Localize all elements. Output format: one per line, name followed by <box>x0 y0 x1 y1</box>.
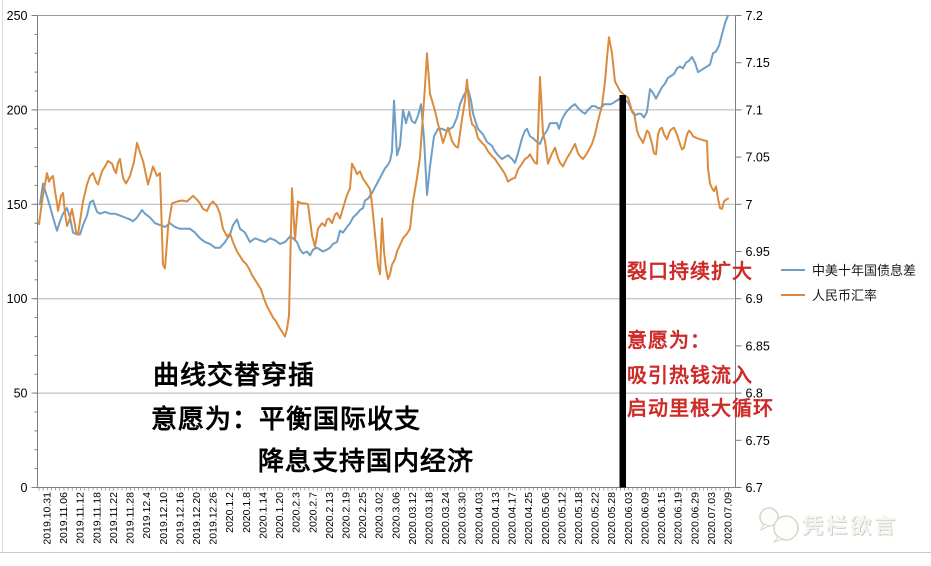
x-axis-label: 2020.05.12 <box>556 492 568 545</box>
left-axis-label: 100 <box>7 292 28 306</box>
legend-label-spread: 中美十年国债息差 <box>812 263 917 278</box>
annotation-red-1: 裂口持续扩大 <box>627 261 753 283</box>
left-axis-label: 50 <box>14 387 28 401</box>
x-axis-label: 2020.04.13 <box>490 492 502 545</box>
x-axis-label: 2020.06.09 <box>639 492 651 545</box>
x-axis-label: 2020.06.19 <box>673 492 685 545</box>
x-axis-label: 2020.2.7 <box>307 492 319 533</box>
x-axis-label: 2020.04.17 <box>507 492 519 545</box>
x-axis-label: 2020.07.09 <box>723 492 735 545</box>
x-axis-label: 2020.06.15 <box>656 492 668 545</box>
x-axis-label: 2019.12.26 <box>208 492 220 545</box>
x-axis-label: 2019.10.31 <box>42 492 54 545</box>
x-axis-label: 2020.07.03 <box>706 492 718 545</box>
x-axis-label: 2020.1.20 <box>274 492 286 539</box>
x-axis-label: 2019.11.22 <box>108 492 120 544</box>
legend-item-spread: 中美十年国债息差 <box>781 257 916 282</box>
x-axis-label: 2020.2.3 <box>291 492 303 533</box>
x-axis-label: 2019.12.4 <box>141 492 153 539</box>
x-axis-label: 2020.03.12 <box>407 492 419 545</box>
annotation-red-2: 意愿为： <box>627 330 711 352</box>
x-axis-label: 2020.2.13 <box>324 492 336 539</box>
x-axis-label: 2020.1.14 <box>257 492 269 539</box>
orange-line-swatch <box>781 293 805 296</box>
x-axis-label: 2020.05.22 <box>590 492 602 545</box>
x-axis-label: 2020.03.30 <box>457 492 469 545</box>
x-axis-label: 2020.3.02 <box>374 492 386 539</box>
x-axis-label: 2020.03.24 <box>440 492 452 545</box>
x-axis-label: 2020.05.18 <box>573 492 585 545</box>
watermark-text: 凭栏欲言 <box>802 515 898 538</box>
x-axis-label: 2020.3.06 <box>390 492 402 539</box>
blue-line-swatch <box>781 268 805 271</box>
window-bottom-edge <box>0 552 931 553</box>
x-axis-label: 2020.04.03 <box>473 492 485 545</box>
x-axis-label: 2020.2.19 <box>340 492 352 539</box>
chart-legend: 中美十年国债息差 人民币汇率 <box>781 257 916 307</box>
right-axis-label: 7.15 <box>746 56 770 70</box>
annotation-black-3: 降息支持国内经济 <box>258 446 475 476</box>
x-axis-label: 2019.12.16 <box>174 492 186 545</box>
annotation-black-1: 曲线交替穿插 <box>153 360 316 390</box>
right-axis-label: 6.75 <box>746 434 770 448</box>
left-axis-label: 0 <box>21 481 28 495</box>
left-axis-label: 250 <box>7 9 28 23</box>
right-axis-label: 7.1 <box>746 103 763 117</box>
x-axis-label: 2020.06.29 <box>689 492 701 545</box>
right-axis-label: 7 <box>746 198 753 212</box>
right-axis-label: 7.2 <box>746 9 763 23</box>
watermark: 凭栏欲言 <box>756 504 898 546</box>
right-axis-label: 6.7 <box>746 481 763 495</box>
x-axis-label: 2020.04.25 <box>523 492 535 545</box>
speech-bubbles-icon <box>759 507 799 544</box>
window-left-edge <box>2 0 3 552</box>
x-axis-label: 2019.11.12 <box>75 492 87 544</box>
x-axis-label: 2020.1.2 <box>224 492 236 533</box>
x-axis-label: 2020.03.18 <box>424 492 436 545</box>
right-axis-label: 6.8 <box>746 387 763 401</box>
legend-item-cny: 人民币汇率 <box>781 282 916 307</box>
x-axis-label: 2020.05.06 <box>540 492 552 545</box>
annotation-black-2: 意愿为：平衡国际收支 <box>151 404 422 434</box>
x-axis-label: 2019.11.18 <box>91 492 103 544</box>
left-axis-label: 200 <box>7 103 28 117</box>
right-axis-label: 7.05 <box>746 151 770 165</box>
legend-label-cny: 人民币汇率 <box>812 288 878 303</box>
x-axis-label: 2020.2.25 <box>357 492 369 539</box>
x-axis-label: 2020.05.28 <box>606 492 618 545</box>
x-axis-label: 2019.11.28 <box>125 492 137 544</box>
event-marker-line <box>619 95 626 488</box>
x-axis-label: 2020.06.03 <box>623 492 635 545</box>
annotation-red-3: 吸引热钱流入 <box>627 365 753 387</box>
cny-rate-line-series <box>38 36 729 338</box>
annotation-red-4: 启动里根大循环 <box>627 398 774 420</box>
x-axis-label: 2019.12.10 <box>158 492 170 545</box>
x-axis-label: 2020.1.8 <box>241 492 253 533</box>
right-axis-label: 6.85 <box>746 339 770 353</box>
left-axis-label: 150 <box>7 198 28 212</box>
right-axis-label: 6.9 <box>746 292 763 306</box>
x-axis-label: 2019.12.20 <box>191 492 203 545</box>
right-axis-label: 6.95 <box>746 245 770 259</box>
x-axis-label: 2019.11.06 <box>58 492 70 544</box>
